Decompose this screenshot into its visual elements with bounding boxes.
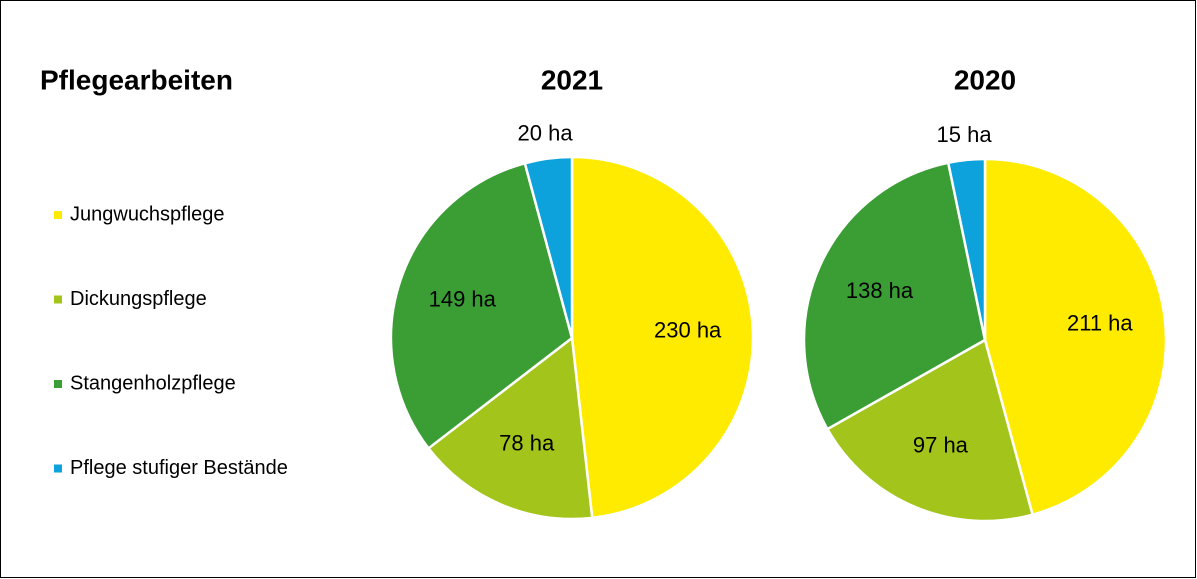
pie-title: 2021 bbox=[541, 64, 603, 95]
value-label: 78 ha bbox=[499, 430, 555, 455]
value-label: 211 ha bbox=[1067, 310, 1133, 335]
value-label: 20 ha bbox=[518, 121, 574, 146]
pie-slice bbox=[523, 155, 574, 339]
pie-title: 2020 bbox=[954, 64, 1016, 95]
legend-swatch bbox=[54, 211, 62, 219]
chart-title: Pflegearbeiten bbox=[40, 64, 233, 95]
value-label: 97 ha bbox=[913, 433, 969, 458]
value-label: 149 ha bbox=[429, 287, 497, 312]
pie-slice bbox=[570, 155, 755, 520]
pie-slice bbox=[389, 161, 574, 451]
legend-swatch bbox=[54, 464, 62, 473]
pie-slice bbox=[946, 157, 987, 341]
pie-slice bbox=[426, 335, 594, 521]
legend-label: Stangenholzpflege bbox=[70, 372, 236, 394]
legend-label: Dickungspflege bbox=[70, 288, 207, 310]
legend-swatch bbox=[54, 295, 62, 304]
value-label: 15 ha bbox=[937, 122, 993, 147]
pie-slice bbox=[983, 157, 1168, 517]
pie-slice bbox=[802, 161, 987, 431]
legend-swatch bbox=[54, 380, 62, 388]
value-label: 138 ha bbox=[846, 278, 914, 303]
legend-label: Pflege stufiger Bestände bbox=[70, 457, 288, 479]
legend-label: Jungwuchspflege bbox=[70, 203, 225, 225]
value-label: 230 ha bbox=[654, 317, 722, 342]
pie-slice bbox=[825, 338, 1035, 523]
